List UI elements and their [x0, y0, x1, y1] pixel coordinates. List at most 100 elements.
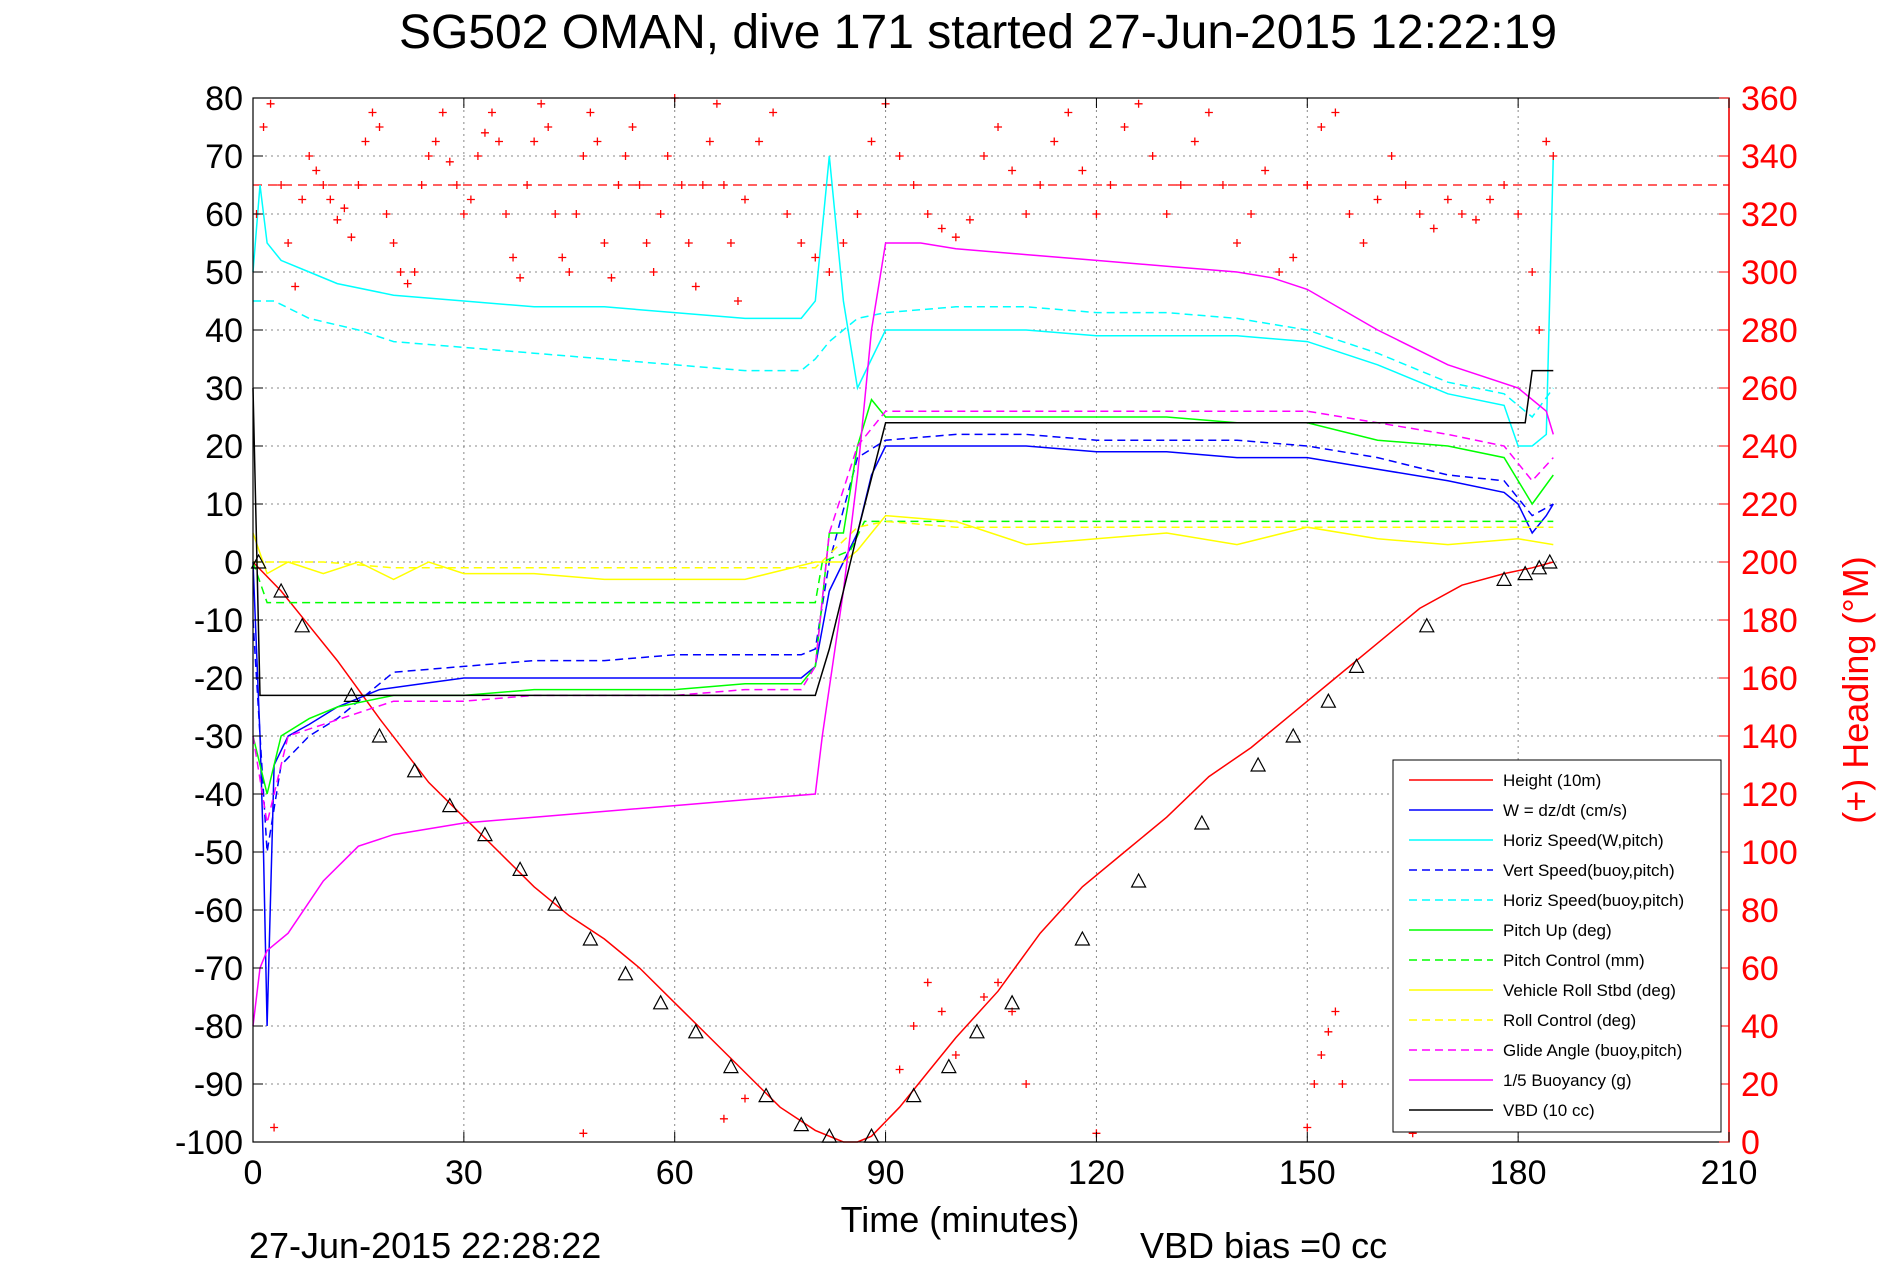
y2-tick-label: 140 [1741, 718, 1798, 756]
heading-point [1528, 268, 1537, 276]
heading-point [354, 181, 363, 189]
depth-marker [758, 1087, 775, 1103]
heading-point [445, 157, 454, 166]
heading-point [389, 239, 398, 247]
depth-marker [1074, 930, 1091, 946]
heading-point [994, 123, 1003, 131]
x-tick-label: 0 [244, 1154, 263, 1192]
heading-point [333, 215, 342, 224]
series-line-horiz_w [252, 155, 1555, 447]
legend-label-pitch: Pitch Up (deg) [1503, 921, 1612, 940]
x-tick-label: 30 [445, 1154, 483, 1192]
heading-point [459, 210, 468, 218]
heading-point [579, 1129, 588, 1138]
series-line-glide [252, 410, 1554, 824]
heading-point [698, 181, 707, 189]
heading-point [452, 181, 461, 189]
depth-marker [1517, 565, 1534, 581]
heading-point [705, 137, 714, 146]
heading-point [284, 239, 293, 247]
x-tick-label: 60 [656, 1154, 694, 1192]
heading-point [1310, 1080, 1319, 1088]
heading-point [979, 152, 988, 160]
series-line-roll_ctrl [253, 520, 1554, 569]
heading-point [691, 282, 700, 291]
depth-marker [1193, 814, 1210, 830]
heading-point [741, 1094, 749, 1103]
y2-tick-label: 100 [1741, 834, 1798, 872]
depth-marker [1250, 756, 1267, 772]
y2-tick-label: 180 [1741, 602, 1798, 640]
heading-point [1148, 152, 1157, 160]
heading-point [937, 224, 946, 233]
heading-point [1415, 210, 1424, 218]
heading-point [266, 99, 275, 108]
heading-point [438, 108, 447, 117]
heading-point [537, 99, 546, 108]
heading-point [1401, 181, 1410, 189]
depth-marker [406, 762, 423, 778]
heading-point [923, 978, 932, 987]
depth-marker [940, 1058, 957, 1074]
x-axis-label: Time (minutes) [841, 1199, 1080, 1240]
heading-point [396, 268, 405, 276]
chart-title: SG502 OMAN, dive 171 started 27-Jun-2015… [399, 6, 1557, 59]
heading-point [579, 152, 588, 160]
series-line-vbd [252, 369, 1554, 697]
series-layer [250, 94, 1729, 1143]
x-tick-label: 150 [1279, 1154, 1336, 1192]
depth-marker [722, 1058, 739, 1074]
heading-point [1317, 123, 1326, 131]
y-tick-label: 40 [205, 312, 243, 350]
y-tick-label: 10 [205, 486, 243, 524]
heading-point [1064, 108, 1073, 117]
series-line-roll [252, 514, 1554, 581]
series-line-horiz_buoy [253, 300, 1554, 419]
heading-point [677, 181, 686, 189]
y2-tick-label: 340 [1741, 138, 1798, 176]
heading-point [551, 210, 560, 218]
depth-marker [1130, 872, 1147, 888]
y2-tick-label: 280 [1741, 312, 1798, 350]
heading-point [1373, 195, 1382, 204]
heading-point [1317, 1051, 1326, 1059]
heading-point [741, 195, 749, 204]
heading-point [853, 210, 862, 218]
heading-point [1261, 166, 1270, 175]
heading-point [1289, 253, 1298, 262]
series-line-pitch [252, 398, 1554, 795]
heading-point [614, 181, 623, 189]
heading-point [259, 123, 268, 131]
heading-point [410, 268, 419, 276]
y2-tick-label: 200 [1741, 544, 1798, 582]
heading-point [495, 137, 503, 146]
heading-point [839, 239, 848, 247]
heading-point [895, 152, 904, 160]
depth-marker [1004, 994, 1021, 1010]
series-line-w [252, 445, 1554, 1027]
heading-point [375, 123, 384, 131]
heading-point [1233, 239, 1241, 247]
depth-marker [441, 797, 458, 813]
y-tick-label: -90 [194, 1066, 243, 1104]
heading-point [1331, 1007, 1340, 1016]
heading-point [1247, 210, 1256, 218]
y-tick-label: -100 [175, 1124, 243, 1162]
heading-point [368, 108, 377, 117]
heading-point [1078, 166, 1087, 175]
legend-label-height: Height (10m) [1503, 771, 1601, 790]
legend-label-roll_ctrl: Roll Control (deg) [1503, 1011, 1636, 1030]
depth-marker [1285, 727, 1302, 743]
heading-point [1338, 1080, 1347, 1088]
heading-point [1549, 152, 1558, 160]
x-tick-label: 210 [1701, 1154, 1758, 1192]
heading-point [656, 210, 665, 218]
x-tick-label: 90 [867, 1154, 905, 1192]
heading-point [473, 152, 482, 160]
heading-point [1176, 181, 1185, 189]
y2-tick-label: 40 [1741, 1008, 1779, 1046]
y-tick-label: 0 [224, 544, 243, 582]
y-tick-label: -70 [194, 950, 243, 988]
heading-point [572, 210, 581, 218]
y-tick-label: -40 [194, 776, 243, 814]
